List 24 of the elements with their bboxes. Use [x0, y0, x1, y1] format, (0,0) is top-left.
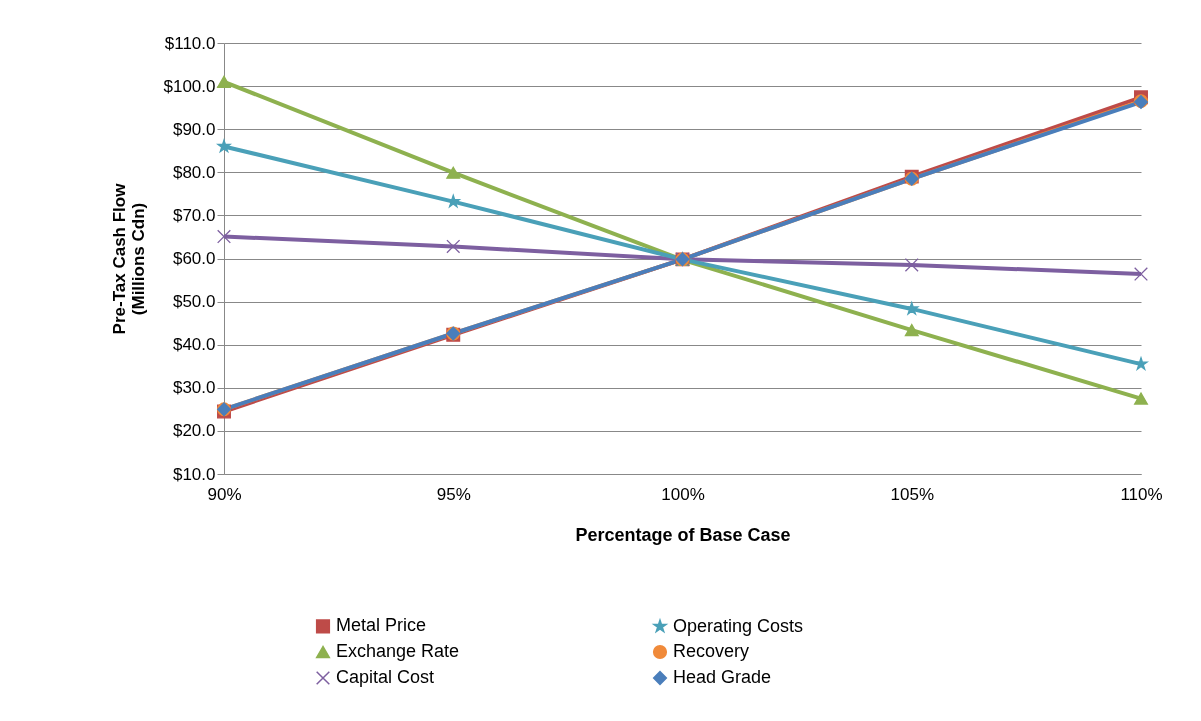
y-tick-label: $40.0 — [172, 335, 216, 355]
y-axis-title: Pre-Tax Cash Flow (Millions Cdn) — [109, 182, 148, 335]
legend-label: Capital Cost — [336, 667, 435, 687]
legend-label: Operating Costs — [673, 615, 804, 636]
y-tick-label: $90.0 — [172, 119, 216, 139]
y-tick-label: $20.0 — [172, 421, 216, 441]
y-tick-label: $10.0 — [172, 464, 216, 484]
y-tick-label: $110.0 — [164, 33, 216, 53]
x-tick-label: 100% — [661, 484, 705, 504]
x-tick-label: 90% — [207, 484, 242, 504]
y-tick-label: $50.0 — [172, 292, 216, 312]
y-tick-label: $80.0 — [172, 162, 216, 182]
y-tick-label: $100.0 — [163, 76, 216, 96]
y-tick-label: $60.0 — [172, 249, 216, 268]
y-tick-label: $30.0 — [172, 378, 216, 398]
legend-label: Exchange Rate — [336, 641, 460, 661]
x-axis-title: Percentage of Base Case — [575, 524, 791, 545]
legend-label: Metal Price — [336, 615, 427, 636]
legend-label: Head Grade — [673, 667, 772, 687]
x-tick-label: 110% — [1120, 484, 1163, 504]
x-tick-label: 105% — [890, 484, 934, 504]
legend-label: Recovery — [673, 641, 750, 661]
x-tick-label: 95% — [436, 484, 471, 504]
y-tick-label: $70.0 — [172, 205, 216, 225]
